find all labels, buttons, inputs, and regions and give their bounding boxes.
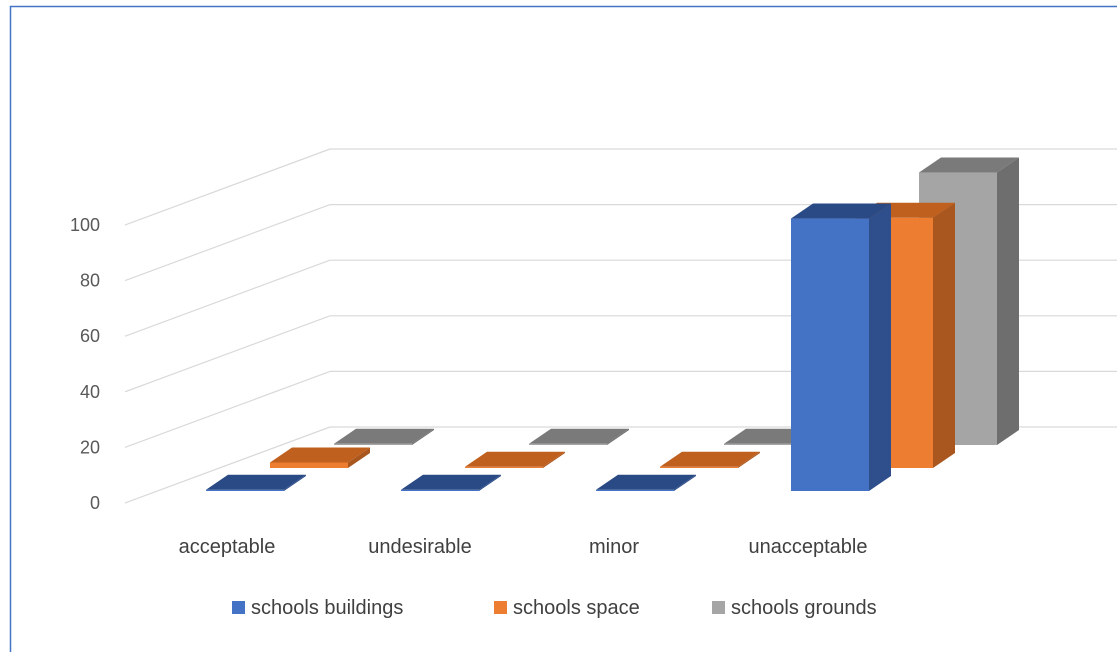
legend-swatch [712, 601, 725, 614]
legend-label: schools buildings [251, 597, 403, 619]
x-category-label: undesirable [368, 536, 471, 558]
bar-side [348, 447, 370, 468]
gridline-side [124, 259, 331, 337]
bar-side [284, 474, 306, 491]
y-tick-label: 0 [90, 493, 100, 513]
bar-front [791, 218, 869, 491]
bar-top [270, 447, 370, 463]
bar-front [465, 466, 543, 468]
legend-label: schools space [513, 597, 640, 619]
bar-front [401, 489, 479, 491]
bar-front [206, 489, 284, 491]
x-category-label: acceptable [179, 536, 276, 558]
bar-schools-buildings-minor [596, 474, 696, 491]
y-tick-label: 40 [80, 382, 100, 402]
y-tick-label: 60 [80, 326, 100, 346]
bars [206, 157, 1019, 491]
bar-front [529, 443, 607, 445]
bar-top [660, 451, 760, 467]
gridline-side [124, 426, 331, 504]
bar-side [738, 451, 760, 468]
y-axis-ticks: 0 20 40 60 80 100 [70, 215, 100, 513]
bar-schools-buildings-undesirable [401, 474, 501, 491]
bar-top [791, 203, 891, 219]
bar-schools-buildings-acceptable [206, 474, 306, 491]
gridline-side [124, 148, 331, 226]
bar-front [334, 443, 412, 445]
bar-front [724, 443, 802, 445]
bar-side [543, 451, 565, 468]
gridline-side [124, 315, 331, 393]
y-tick-label: 100 [70, 215, 100, 235]
bar-schools-grounds-acceptable [334, 428, 434, 445]
bar-top [206, 474, 306, 490]
gridline-side [124, 370, 331, 448]
x-axis-labels: acceptable undesirable minor unacceptable [179, 536, 868, 558]
bar-schools-grounds-undesirable [529, 428, 629, 445]
bar-top [919, 157, 1019, 173]
legend-swatch [494, 601, 507, 614]
x-category-label: unacceptable [749, 536, 868, 558]
bar-side [412, 428, 434, 445]
y-tick-label: 80 [80, 271, 100, 291]
legend-label: schools grounds [731, 597, 877, 619]
bar-side [674, 474, 696, 491]
legend: schools buildings schools space schools gr… [232, 597, 877, 619]
gridline-side [124, 204, 331, 282]
x-category-label: minor [589, 536, 639, 558]
bar-top [334, 428, 434, 444]
bar-schools-space-undesirable [465, 451, 565, 468]
bar-top [465, 451, 565, 467]
bar-top [596, 474, 696, 490]
bar-front [270, 462, 348, 468]
legend-swatch [232, 601, 245, 614]
bar-schools-buildings-unacceptable [791, 203, 891, 491]
bar-side [479, 474, 501, 491]
bar-front [660, 466, 738, 468]
bar-top [401, 474, 501, 490]
bar-front [596, 489, 674, 491]
bar-side [607, 428, 629, 445]
bar-schools-space-acceptable [270, 447, 370, 468]
bar-side [933, 202, 955, 469]
bar-top [529, 428, 629, 444]
y-tick-label: 20 [80, 437, 100, 457]
bar-side [997, 157, 1019, 445]
bar-side [869, 203, 891, 491]
bar-schools-space-minor [660, 451, 760, 468]
